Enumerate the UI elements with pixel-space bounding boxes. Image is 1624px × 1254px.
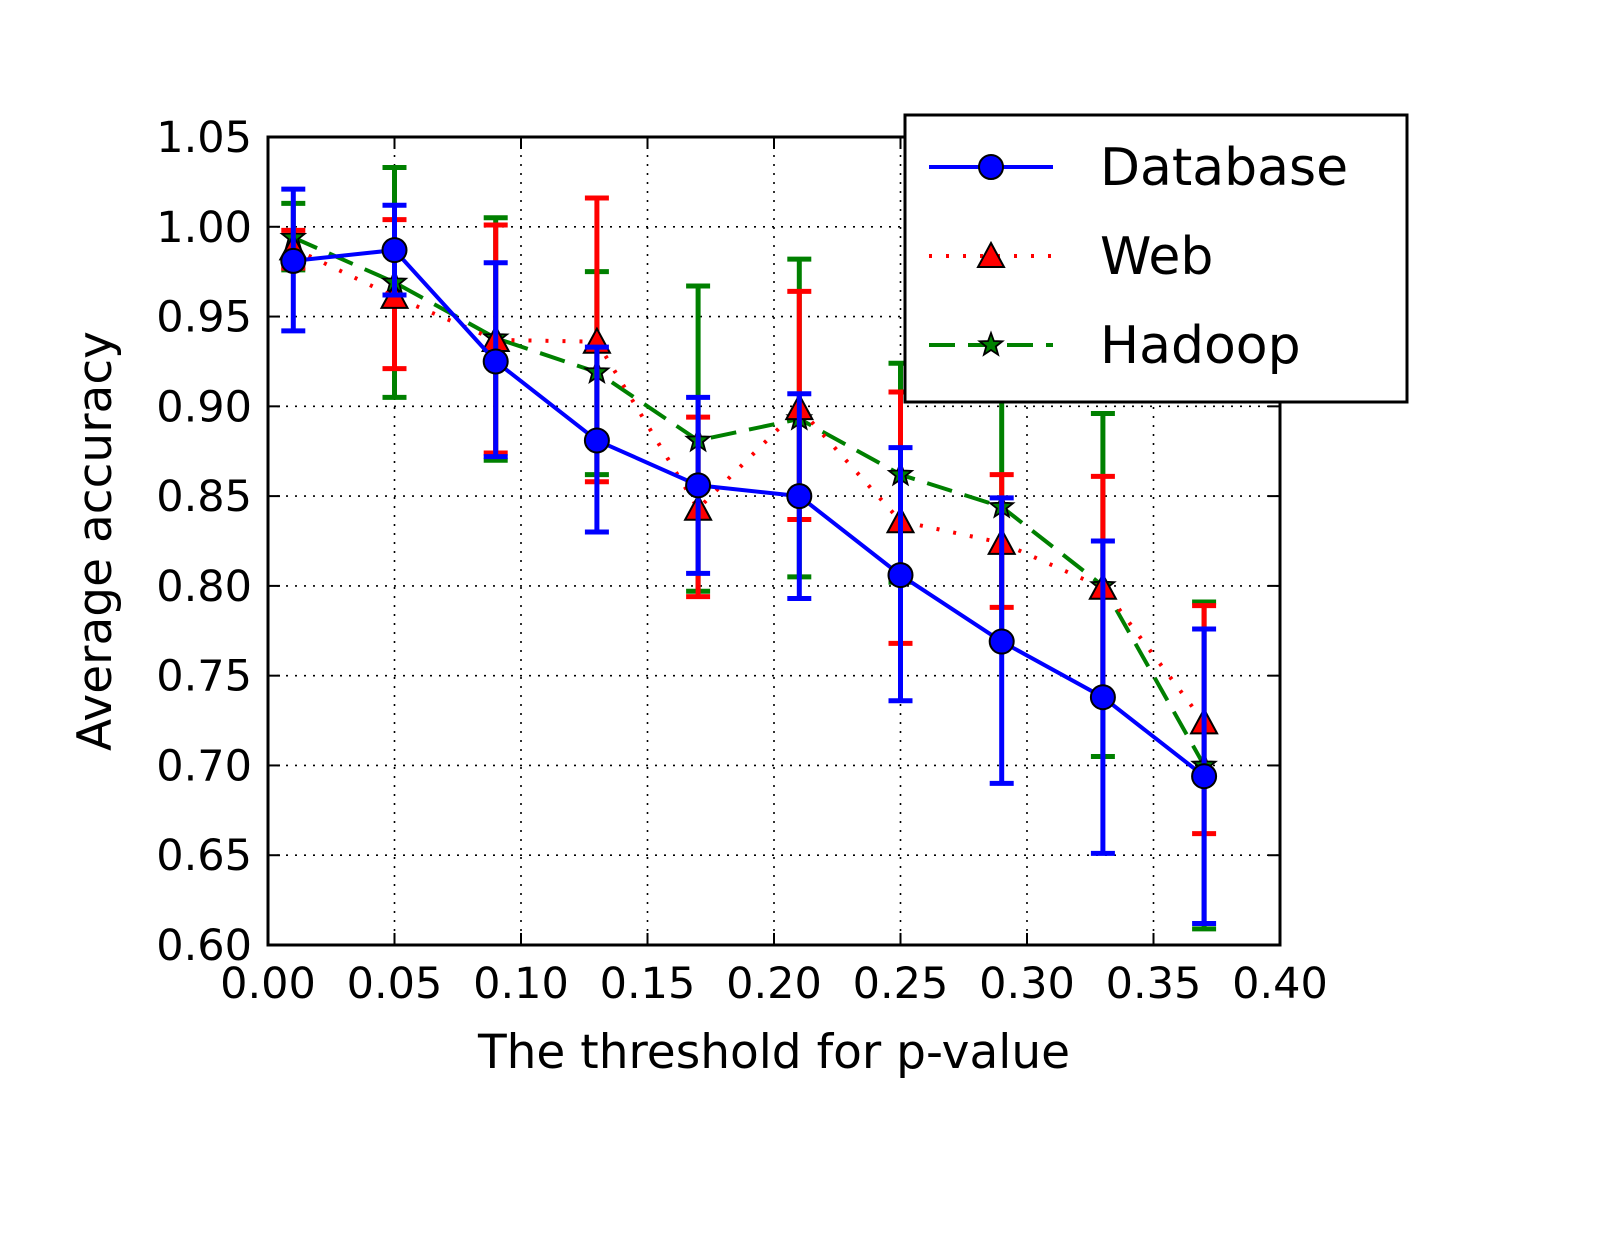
data-point <box>482 348 509 375</box>
data-point <box>685 472 712 499</box>
x-tick-label: 0.10 <box>473 959 569 1009</box>
plot-area <box>278 165 1219 932</box>
data-point <box>1089 684 1116 711</box>
y-tick-label: 0.90 <box>156 382 252 432</box>
x-tick-label: 0.30 <box>979 959 1075 1009</box>
data-point <box>786 483 813 510</box>
y-tick-label: 0.80 <box>156 562 252 612</box>
series-database <box>280 186 1218 926</box>
x-tick-label: 0.15 <box>600 959 696 1009</box>
data-point <box>988 628 1015 655</box>
x-tick-label: 0.40 <box>1232 959 1328 1009</box>
legend: Database Web Hadoop <box>903 113 1409 404</box>
y-tick-label: 0.70 <box>156 741 252 791</box>
legend-marker <box>976 240 1006 269</box>
y-axis-label: Average accuracy <box>68 331 123 751</box>
y-tick-label: 0.65 <box>156 831 252 881</box>
y-tick-label: 0.85 <box>156 472 252 522</box>
x-tick-label: 0.05 <box>347 959 443 1009</box>
legend-label: Database <box>1100 138 1348 198</box>
y-tick-label: 1.05 <box>156 113 252 163</box>
data-point <box>381 237 408 264</box>
x-axis-label: The threshold for p-value <box>477 1025 1070 1080</box>
legend-label: Hadoop <box>1100 316 1301 376</box>
legend-marker <box>977 330 1005 357</box>
series-line <box>293 248 1206 778</box>
x-tick-label: 0.20 <box>726 959 822 1009</box>
legend-marker <box>978 154 1004 180</box>
legend-label: Web <box>1100 227 1213 287</box>
x-tick-label: 0.25 <box>853 959 949 1009</box>
x-tick-label: 0.35 <box>1106 959 1202 1009</box>
axis-ticks: 0.00 0.05 0.10 0.15 0.20 0.25 0.30 0.35 0.40 0.60… <box>156 113 1328 1009</box>
y-tick-label: 0.75 <box>156 652 252 702</box>
x-tick-label: 0.00 <box>220 959 316 1009</box>
y-tick-label: 0.95 <box>156 293 252 343</box>
data-point <box>280 247 307 274</box>
y-tick-label: 1.00 <box>156 203 252 253</box>
data-point <box>887 562 914 589</box>
series-line <box>292 235 1206 767</box>
y-tick-label: 0.60 <box>156 921 252 971</box>
data-point <box>1191 763 1218 790</box>
data-point <box>583 427 610 454</box>
